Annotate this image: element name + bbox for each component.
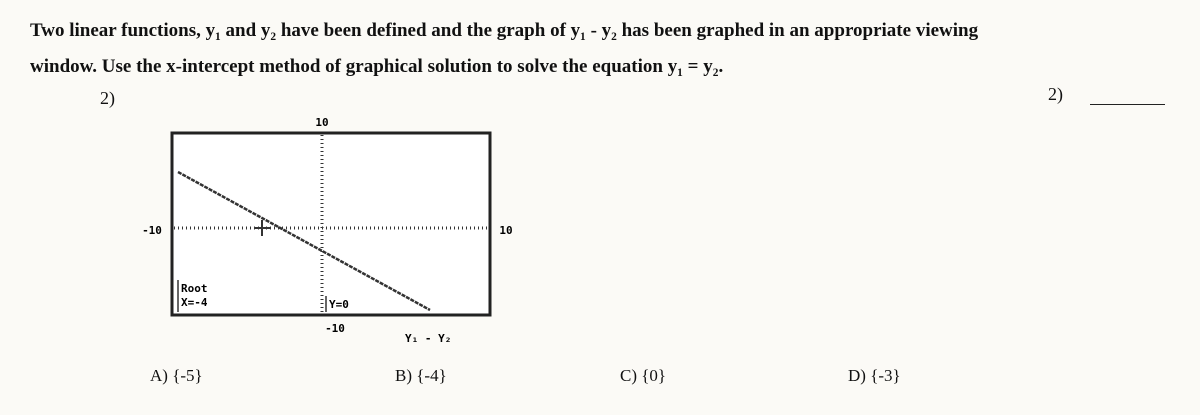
- y-value: Y=0: [329, 298, 349, 311]
- xmin-label: -10: [142, 224, 162, 237]
- xmax-label: 10: [499, 224, 512, 237]
- question-number: 2): [100, 88, 115, 108]
- root-label: Root: [181, 282, 208, 295]
- choice[interactable]: C) {0}: [620, 366, 667, 385]
- choice[interactable]: D) {-3}: [848, 366, 901, 385]
- question-text: window. Use the x-intercept method of gr…: [30, 56, 724, 77]
- answer-blank: [1090, 104, 1165, 105]
- ymin-label: -10: [325, 322, 345, 335]
- ymax-label: 10: [315, 116, 328, 129]
- x-value: X=-4: [181, 296, 208, 309]
- choice[interactable]: A) {-5}: [150, 366, 203, 385]
- question-text: Two linear functions, y₁ and y₂ have bee…: [30, 20, 979, 41]
- answer-number: 2): [1048, 84, 1063, 104]
- function-label: Y₁ - Y₂: [405, 332, 451, 345]
- graph-line: [177, 170, 431, 312]
- graph-frame: [170, 131, 492, 317]
- choice[interactable]: B) {-4}: [395, 366, 447, 385]
